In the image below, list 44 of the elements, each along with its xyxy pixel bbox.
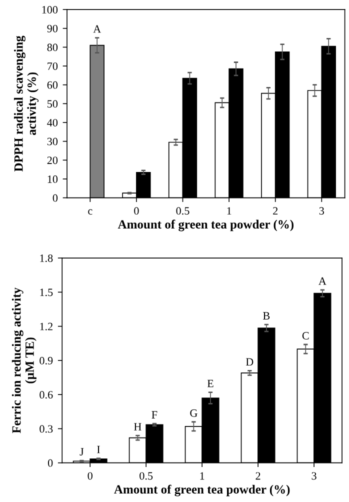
y-tick-label: 40 xyxy=(47,118,58,126)
y-tick-label: 0 xyxy=(52,194,58,202)
data-label: C xyxy=(302,332,309,340)
data-label: G xyxy=(190,409,198,417)
y-tick-label: 50 xyxy=(48,100,58,108)
data-label: B xyxy=(263,312,270,320)
x-axis-title: Amount of green tea powder (%) xyxy=(118,220,294,232)
data-label: J xyxy=(80,448,84,456)
y-tick-label: 70 xyxy=(48,62,58,70)
y-tick-label: 0.3 xyxy=(40,425,53,433)
y-tick-label: 80 xyxy=(47,44,58,52)
y-tick-label: 90 xyxy=(47,24,58,32)
x-tick-label: 1 xyxy=(200,472,204,480)
y-tick-label: 1.2 xyxy=(40,322,52,330)
y-axis-title: Ferric ion reducing activity (μM TE) xyxy=(12,288,36,434)
data-label: A xyxy=(93,25,102,33)
y-tick-label: 30 xyxy=(47,138,58,146)
data-label: A xyxy=(318,277,326,285)
y-tick-label: 10 xyxy=(48,175,58,183)
y-tick-label: 100 xyxy=(42,6,58,14)
data-label: H xyxy=(134,423,142,430)
y-tick-label: 60 xyxy=(47,81,58,89)
y-axis-title: DPPH radical scavenging activity (%) xyxy=(14,36,39,172)
x-tick-label: 0 xyxy=(134,207,139,215)
y-tick-label: 0 xyxy=(48,459,53,467)
data-label: F xyxy=(152,411,158,418)
x-tick-label: c xyxy=(88,209,92,215)
y-tick-label: 0.6 xyxy=(40,391,53,399)
y-tick-label: 0.9 xyxy=(40,356,53,364)
y-tick-label: 1.5 xyxy=(40,288,53,296)
y-tick-label: 1.8 xyxy=(40,254,53,262)
x-tick-label: 0 xyxy=(88,472,92,480)
x-axis-title: Amount of green tea powder (%) xyxy=(114,484,290,496)
y-tick-label: 20 xyxy=(47,156,58,164)
x-tick-label: 1 xyxy=(227,207,232,215)
x-tick-label: 0.5 xyxy=(140,472,153,480)
data-label: E xyxy=(207,380,214,388)
x-tick-label: 3 xyxy=(312,472,316,480)
x-tick-label: 3 xyxy=(319,207,324,215)
data-label: D xyxy=(246,358,254,366)
data-label: I xyxy=(97,446,100,454)
x-tick-label: 0.5 xyxy=(176,207,190,215)
x-tick-label: 2 xyxy=(256,472,260,480)
x-tick-label: 2 xyxy=(273,207,278,215)
